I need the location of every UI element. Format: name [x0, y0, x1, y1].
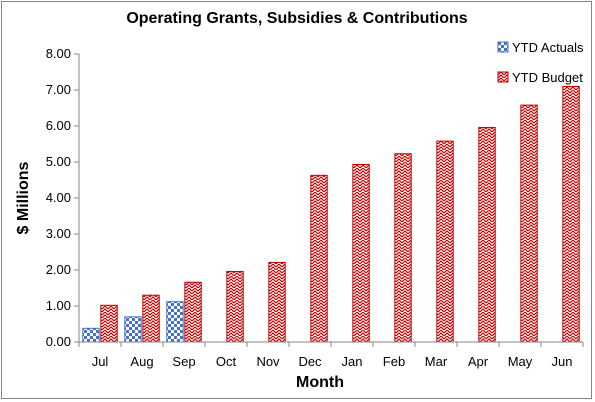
- bar-ytd-budget-nov: [268, 261, 286, 343]
- y-axis-title: $ Millions: [15, 161, 32, 234]
- bars: [82, 85, 580, 343]
- y-tick-label: 4.00: [46, 190, 71, 205]
- bar-ytd-budget-oct: [226, 270, 244, 343]
- legend-swatch-budget: [497, 71, 509, 83]
- x-tick-label: Sep: [172, 354, 195, 369]
- legend-swatch-actuals: [497, 41, 509, 53]
- x-tick-label: Mar: [425, 354, 448, 369]
- bar-ytd-actuals-sep: [166, 301, 184, 343]
- bar-ytd-actuals-aug: [124, 316, 142, 343]
- legend-label-actuals: YTD Actuals: [512, 40, 584, 55]
- bar-ytd-budget-may: [520, 104, 538, 343]
- y-tick-label: 2.00: [46, 262, 71, 277]
- y-tick-label: 5.00: [46, 154, 71, 169]
- y-tick-label: 7.00: [46, 82, 71, 97]
- x-tick-label: Oct: [216, 354, 237, 369]
- y-tick-label: 8.00: [46, 46, 71, 61]
- bar-ytd-actuals-jul: [82, 327, 100, 343]
- y-axis-ticks: 0.00 1.00 2.00 3.00 4.00 5.00 6.00 7.00 8.00: [46, 46, 79, 349]
- chart-title: Operating Grants, Subsidies & Contributi…: [126, 10, 467, 27]
- x-axis-title: Month: [296, 374, 344, 391]
- x-tick-label: May: [508, 354, 533, 369]
- x-tick-label: Aug: [130, 354, 153, 369]
- bar-ytd-budget-jan: [352, 164, 370, 343]
- bar-ytd-budget-feb: [394, 153, 412, 343]
- bar-ytd-budget-jul: [100, 304, 118, 343]
- x-tick-label: Jul: [92, 354, 109, 369]
- x-tick-label: Feb: [383, 354, 405, 369]
- y-tick-label: 6.00: [46, 118, 71, 133]
- bar-ytd-budget-jun: [562, 85, 580, 343]
- bar-ytd-budget-dec: [310, 174, 328, 343]
- x-tick-label: Nov: [256, 354, 280, 369]
- bar-ytd-budget-sep: [184, 281, 202, 343]
- legend: YTD Actuals YTD Budget: [497, 40, 584, 85]
- y-tick-label: 0.00: [46, 334, 71, 349]
- bar-ytd-budget-apr: [478, 126, 496, 343]
- bar-ytd-budget-aug: [142, 294, 160, 343]
- x-tick-label: Jun: [552, 354, 573, 369]
- y-tick-label: 1.00: [46, 298, 71, 313]
- legend-label-budget: YTD Budget: [512, 70, 583, 85]
- x-axis-ticks: Jul Aug Sep Oct Nov Dec Jan Feb Mar Apr May Jun: [78, 342, 584, 369]
- y-tick-label: 3.00: [46, 226, 71, 241]
- x-tick-label: Dec: [298, 354, 322, 369]
- x-tick-label: Apr: [468, 354, 489, 369]
- x-tick-label: Jan: [342, 354, 363, 369]
- bar-ytd-budget-mar: [436, 140, 454, 343]
